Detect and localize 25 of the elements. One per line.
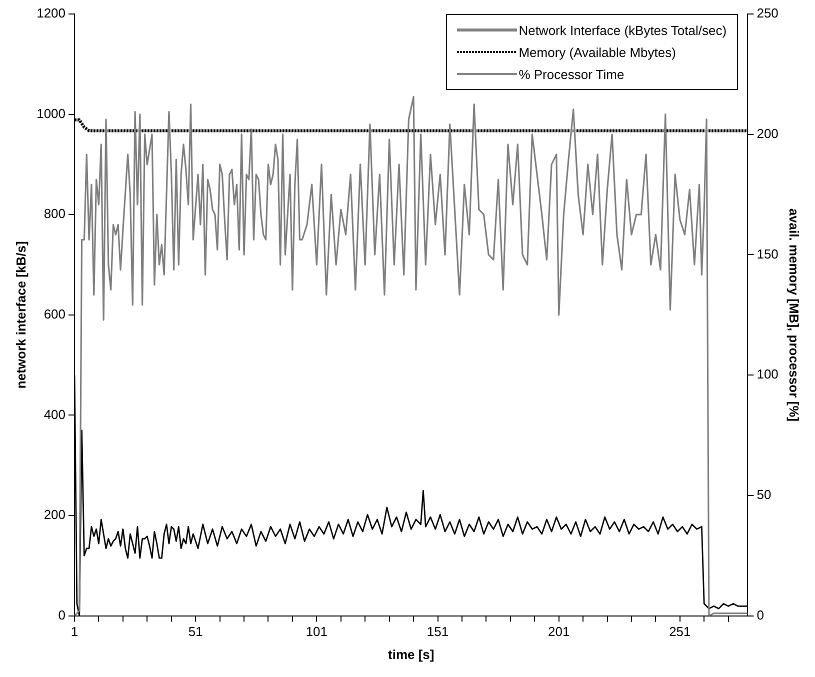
y-tick-label: 400: [44, 406, 66, 422]
x-tick-label: 201: [548, 624, 570, 640]
y2-axis-title: avail. memory [MB], processor [%]: [786, 208, 802, 422]
y-tick-label: 0: [58, 607, 66, 622]
y-tick-label: 200: [44, 507, 66, 522]
y-axis-title: network interface [kB/s]: [13, 241, 28, 389]
y-tick-label: 1000: [36, 106, 66, 121]
y2-tick-label: 0: [756, 607, 764, 622]
y2-tick-label: 150: [756, 246, 778, 262]
x-tick-label: 151: [426, 624, 449, 640]
x-tick-label: 51: [188, 624, 203, 640]
y2-tick-label: 100: [756, 366, 778, 382]
x-axis-title: time [s]: [388, 646, 434, 662]
x-tick-label: 1: [70, 624, 78, 640]
legend-label: Memory (Available Mbytes): [518, 44, 676, 60]
y-tick-label: 800: [44, 206, 66, 222]
legend-label: Network Interface (kBytes Total/sec): [518, 22, 727, 38]
y-tick-label: 1200: [36, 6, 66, 21]
x-tick-label: 251: [669, 624, 691, 640]
x-tick-label: 101: [306, 624, 328, 640]
y2-tick-label: 200: [756, 126, 778, 141]
y2-tick-label: 250: [756, 6, 778, 21]
y2-tick-label: 50: [756, 487, 772, 502]
legend-label: % Processor Time: [518, 66, 624, 82]
y-tick-label: 600: [44, 306, 66, 322]
